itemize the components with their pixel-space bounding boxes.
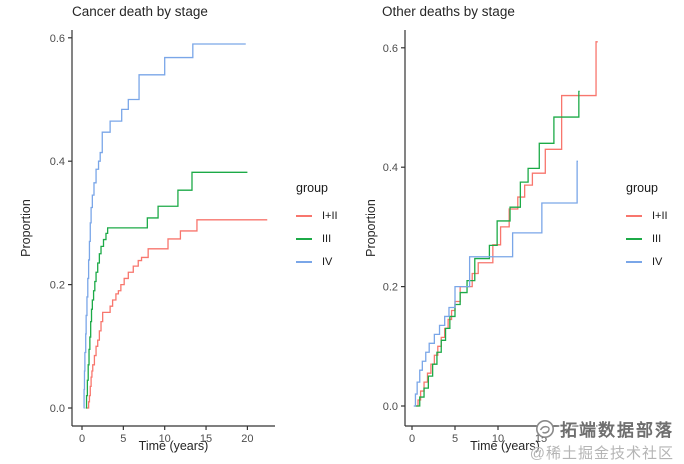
x-tick-label: 10	[492, 433, 504, 445]
legend-item-group-4: IV	[296, 250, 338, 273]
legend-item-group-3: III	[296, 227, 338, 250]
other-deaths-chart: 0 5 10 150.00.20.40.6	[383, 30, 605, 445]
y-tick-label: 0.6	[50, 33, 65, 45]
legend-item-group-1-2: I+II	[296, 204, 338, 227]
watermark: 拓端数据部落 @稀土掘金技术社区	[530, 416, 674, 463]
legend-label: III	[652, 232, 662, 245]
legend-swatch-blue-icon	[626, 260, 642, 263]
watermark-brand-text: 拓端数据部落	[560, 421, 674, 440]
legend-swatch-red-icon	[296, 214, 312, 217]
x-tick-label: 15	[200, 433, 212, 445]
cancer-death-chart: 0 5 10 15 20 0.0 0.2 0.4 0.6	[50, 30, 275, 445]
y-tick-label: 0.0	[50, 403, 65, 415]
curve-III	[415, 90, 580, 407]
chart-title-cancer-death: Cancer death by stage	[72, 4, 208, 19]
panel-other-deaths: Other deaths by stage 0 5 10 15 0.0 0.2 0.4 0.6…	[342, 0, 684, 464]
curve-IV	[83, 43, 246, 409]
y-axis-label-right: Proportion	[364, 199, 378, 257]
curve-IV	[413, 160, 578, 407]
legend-title-left: group	[296, 181, 328, 195]
panel-cancer-death: Cancer death by stage 0 5 10 15 20 0.0 0.2 0.4 0…	[19, 4, 275, 453]
curve-I+II	[86, 219, 268, 409]
x-tick-label: 10	[159, 433, 171, 445]
legend-title-right: group	[626, 181, 658, 195]
legend-item-group-1-2: I+II	[626, 204, 668, 227]
x-axis-label-left: Time (years)	[138, 439, 209, 453]
y-tick-label: 0.6	[383, 43, 398, 55]
x-tick-label: 5	[120, 433, 126, 445]
y-tick-label: 0.2	[383, 282, 398, 294]
curve-III	[85, 171, 248, 409]
legend-swatch-blue-icon	[296, 260, 312, 263]
legend-label: I+II	[652, 209, 668, 222]
watermark-community-text: @稀土掘金技术社区	[529, 445, 674, 462]
legend-right: group I+II III IV	[626, 181, 668, 273]
y-tick-label: 0.2	[50, 280, 65, 292]
legend-swatch-red-icon	[626, 214, 642, 217]
legend-item-group-4: IV	[626, 250, 668, 273]
watermark-line1: 拓端数据部落	[530, 416, 674, 441]
y-tick-label: 0.4	[383, 162, 398, 174]
x-tick-label: 20	[241, 433, 253, 445]
legend-label: I+II	[322, 209, 338, 222]
legend-item-group-3: III	[626, 227, 668, 250]
x-tick-label: 0	[79, 433, 85, 445]
legend-left: group I+II III IV	[296, 181, 338, 273]
x-axis-label-right: Time (years)	[470, 439, 540, 453]
x-tick-label: 5	[452, 433, 458, 445]
y-tick-label: 0.4	[50, 156, 65, 168]
curve-I+II	[414, 41, 598, 407]
x-tick-label: 0	[409, 433, 415, 445]
legend-swatch-green-icon	[296, 237, 312, 240]
y-tick-label: 0.0	[383, 401, 398, 413]
y-axis-label-left: Proportion	[19, 199, 33, 257]
legend-label: IV	[652, 255, 663, 268]
chart-title-other-deaths: Other deaths by stage	[382, 4, 515, 19]
watermark-logo-icon	[536, 419, 554, 438]
legend-label: IV	[322, 255, 333, 268]
legend-swatch-green-icon	[626, 237, 642, 240]
legend-label: III	[322, 232, 332, 245]
